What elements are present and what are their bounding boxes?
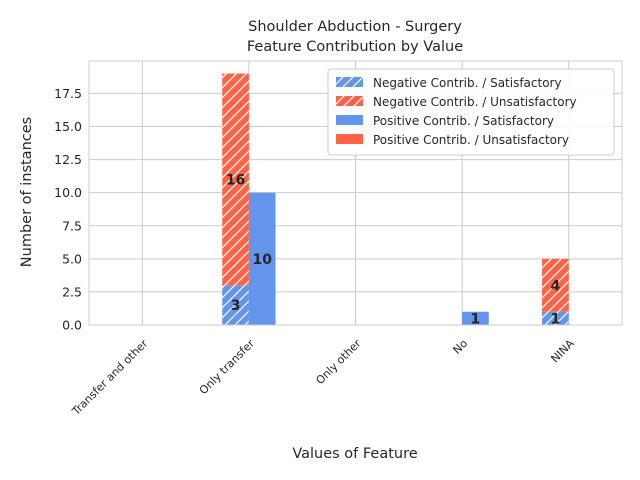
- x-tick-label: Only other: [313, 337, 364, 388]
- bar-hatch: [542, 311, 569, 325]
- legend-entry-label: Positive Contrib. / Unsatisfactory: [373, 133, 569, 147]
- x-tick-label: Transfer and other: [69, 337, 151, 419]
- x-tick-label: No: [450, 337, 470, 357]
- x-tick-label: NINA: [548, 337, 577, 366]
- y-tick-label: 12.5: [54, 152, 82, 167]
- bar-labels: 3 16 10 1 1 4: [226, 172, 561, 327]
- legend-swatch-hatch: [336, 96, 363, 106]
- y-axis-label: Number of instances: [19, 117, 35, 267]
- bar-value-label: 1: [471, 311, 481, 327]
- chart-title-line-2: Feature Contribution by Value: [247, 39, 463, 55]
- bar-value-label: 1: [551, 311, 561, 327]
- bar-value-label: 10: [252, 252, 272, 268]
- legend-entry-label: Positive Contrib. / Satisfactory: [373, 114, 554, 128]
- bar-value-label: 16: [226, 172, 245, 188]
- y-tick-label: 17.5: [54, 86, 82, 101]
- legend-box: [327, 68, 615, 156]
- y-tick-label: 2.5: [62, 284, 82, 299]
- legend-swatch-hatch: [336, 77, 363, 87]
- bar: [248, 192, 276, 325]
- chart-title-line-1: Shoulder Abduction - Surgery: [248, 19, 462, 35]
- x-axis-label: Values of Feature: [292, 446, 417, 462]
- bar-value-label: 4: [551, 278, 561, 294]
- bar-hatch: [222, 73, 249, 286]
- x-tick-label: Only transfer: [197, 337, 258, 398]
- y-tick-label: 10.0: [54, 185, 82, 200]
- y-tick-label: 5.0: [62, 251, 82, 266]
- bar-hatch: [542, 258, 569, 312]
- legend: Negative Contrib. / Satisfactory Negative…: [327, 68, 615, 156]
- y-tick-label: 15.0: [54, 119, 82, 134]
- legend-swatch: [336, 134, 363, 144]
- legend-swatch: [336, 115, 363, 125]
- bar-hatch: [222, 285, 249, 325]
- plot-frame: [88, 60, 623, 326]
- y-tick-label: 0.0: [62, 318, 82, 333]
- bar: [462, 311, 489, 325]
- bars: [222, 73, 569, 325]
- y-tick-label: 7.5: [62, 218, 82, 233]
- legend-entry-label: Negative Contrib. / Satisfactory: [373, 76, 562, 90]
- bar-value-label: 3: [231, 298, 241, 314]
- legend-entry-label: Negative Contrib. / Unsatisfactory: [373, 95, 577, 109]
